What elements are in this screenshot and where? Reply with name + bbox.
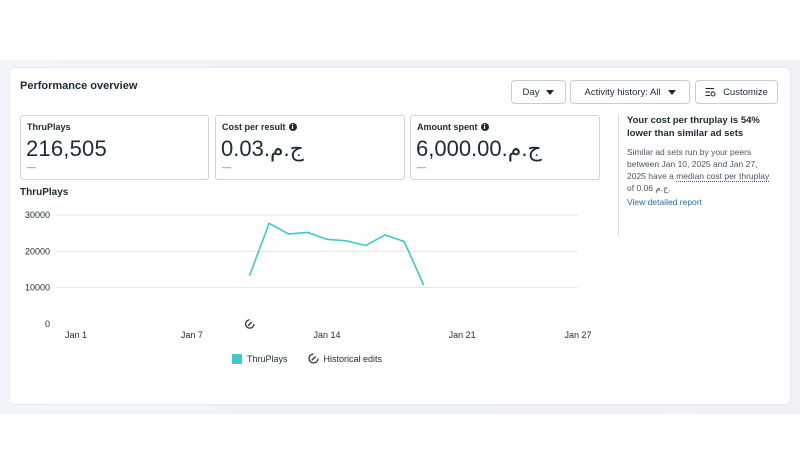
x-tick-label: Jan 27	[564, 330, 591, 340]
metric-label-text: ThruPlays	[27, 122, 71, 132]
data-point	[248, 274, 251, 276]
metric-value: 0.03.ج.م	[221, 136, 304, 161]
customize-label: Customize	[723, 86, 768, 98]
data-point	[268, 222, 270, 225]
info-icon[interactable]: i	[288, 123, 297, 131]
y-tick-label: 30000	[25, 210, 50, 220]
metric-comparison: —	[222, 162, 231, 172]
panel-title: Performance overview	[20, 80, 138, 92]
customize-button[interactable]: Customize	[695, 80, 778, 104]
metric-card-cost-per-result[interactable]: Cost per result i 0.03.ج.م —	[215, 115, 405, 180]
data-point	[364, 244, 367, 247]
metric-label: Amount spent i	[417, 122, 489, 132]
y-tick-label: 0	[45, 319, 50, 329]
median-cost-term[interactable]: median cost per thruplay	[676, 171, 770, 182]
x-tick-label: Jan 1	[65, 330, 87, 340]
insight-title: Your cost per thruplay is 54% lower than…	[627, 115, 760, 139]
chart-legend: ThruPlays Historical edits	[232, 353, 382, 364]
data-point	[422, 283, 425, 286]
metric-comparison: —	[27, 162, 36, 172]
legend-item-historical-edits[interactable]: Historical edits	[307, 353, 383, 364]
activity-history-dropdown[interactable]: Activity history: All	[570, 80, 690, 104]
caret-down-icon	[667, 89, 676, 95]
metric-value: 6,000.00.ج.م	[416, 136, 542, 161]
metric-label-text: Cost per result	[222, 122, 286, 132]
legend-label: Historical edits	[323, 353, 383, 364]
legend-label: ThruPlays	[247, 353, 288, 364]
metric-label-text: Amount spent	[417, 122, 478, 132]
y-tick-label: 10000	[25, 283, 50, 293]
insight-body-end: of 0.06 ج.م.	[627, 183, 671, 193]
historical-edit-icon	[244, 319, 255, 329]
metric-value: 216,505	[26, 136, 107, 161]
activity-history-label: Activity history: All	[584, 86, 661, 98]
data-point	[345, 239, 348, 242]
cost-insight: Your cost per thruplay is 54% lower than…	[618, 114, 776, 236]
customize-icon	[705, 87, 716, 97]
chart-title: ThruPlays	[20, 187, 69, 198]
insight-body: Similar ad sets run by your peers betwee…	[627, 146, 776, 194]
data-point	[403, 240, 406, 243]
insight-body-text: Similar ad sets run by your peers betwee…	[627, 147, 758, 181]
metric-label: ThruPlays	[27, 122, 71, 132]
metric-label: Cost per result i	[222, 122, 297, 132]
metric-comparison: —	[417, 162, 426, 172]
day-dropdown[interactable]: Day	[511, 80, 566, 104]
data-point	[306, 231, 309, 234]
caret-down-icon	[546, 89, 555, 95]
y-tick-label: 20000	[25, 246, 50, 256]
legend-item-thruplays[interactable]: ThruPlays	[232, 353, 288, 364]
x-tick-label: Jan 14	[313, 330, 340, 340]
x-tick-label: Jan 7	[181, 330, 203, 340]
metric-card-thruplays[interactable]: ThruPlays 216,505 —	[20, 115, 209, 180]
data-point	[287, 233, 290, 235]
metric-card-amount-spent[interactable]: Amount spent i 6,000.00.ج.م —	[410, 115, 600, 180]
view-detailed-report-link[interactable]: View detailed report	[627, 197, 702, 207]
x-tick-label: Jan 21	[449, 330, 476, 340]
thruplays-swatch	[232, 353, 242, 364]
thruplays-line	[249, 222, 425, 286]
day-dropdown-label: Day	[522, 86, 540, 98]
historical-edit-icon	[307, 353, 319, 364]
info-icon[interactable]: i	[480, 123, 489, 131]
data-point	[326, 238, 328, 241]
data-point	[384, 234, 386, 236]
